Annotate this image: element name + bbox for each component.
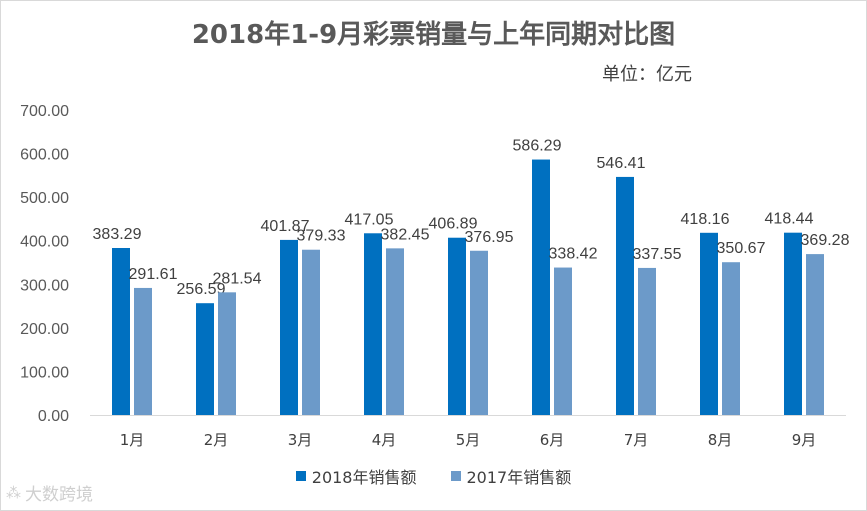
bar-2017 [134,287,152,415]
bar-2018 [364,233,382,415]
logo-icon: ⁂ [6,483,21,502]
bar-2017 [218,292,236,415]
data-label: 291.61 [129,266,178,283]
y-tick-label: 600.00 [20,147,69,164]
bar-2018 [448,237,466,415]
y-tick-label: 0.00 [38,408,69,425]
watermark-text: 大数跨境 [25,485,93,505]
y-tick-label: 500.00 [20,190,69,207]
data-label: 418.44 [765,211,814,228]
legend-swatch-2018 [295,471,306,481]
data-label: 401.87 [261,218,310,235]
y-tick-label: 400.00 [20,234,69,251]
bar-2017 [554,267,572,415]
data-label: 281.54 [213,270,262,287]
data-label: 350.67 [717,240,766,257]
data-label: 417.05 [345,211,394,228]
bar-2017 [638,267,656,415]
legend: 2018年销售额 2017年销售额 [0,464,867,488]
data-label: 418.16 [681,211,730,228]
watermark: ⁂ 大数跨境 [6,480,93,506]
data-label: 337.55 [633,246,682,263]
x-tick-label: 6月 [540,431,565,449]
data-label: 546.41 [597,155,646,172]
unit-label: 单位：亿元 [602,64,692,85]
x-tick-label: 2月 [204,431,229,449]
bar-2018 [616,176,634,415]
legend-label-2018: 2018年销售额 [311,468,417,487]
data-label: 376.95 [465,229,514,246]
data-label: 586.29 [513,138,562,155]
x-tick-label: 9月 [792,431,817,449]
bar-2017 [722,262,740,415]
data-label: 383.29 [93,226,142,243]
y-tick-label: 100.00 [20,364,69,381]
x-tick-label: 3月 [288,431,313,449]
chart-title: 2018年1-9月彩票销量与上年同期对比图 [191,20,676,50]
bar-2018 [700,232,718,415]
bar-2018 [112,247,130,415]
legend-item-2017: 2017年销售额 [450,464,572,488]
data-label: 382.45 [381,226,430,243]
bar-2018 [532,159,550,415]
data-label: 379.33 [297,228,346,245]
y-tick-label: 300.00 [20,277,69,294]
x-tick-label: 5月 [456,431,481,449]
bar-2018 [280,239,298,415]
x-tick-label: 8月 [708,431,733,449]
data-label: 369.28 [801,232,850,249]
bar-2017 [386,248,404,415]
data-label: 256.59 [177,281,226,298]
y-tick-label: 200.00 [20,321,69,338]
legend-swatch-2017 [450,471,461,481]
legend-item-2018: 2018年销售额 [295,464,417,488]
data-label: 338.42 [549,246,598,263]
bar-2017 [302,249,320,415]
bar-2017 [470,250,488,415]
x-tick-label: 1月 [120,431,145,449]
legend-label-2017: 2017年销售额 [466,468,572,487]
bar-2017 [806,254,824,415]
x-tick-label: 4月 [372,431,397,449]
data-label: 406.89 [429,216,478,233]
bar-2018 [196,303,214,415]
bar-2018 [784,232,802,415]
x-tick-label: 7月 [624,431,649,449]
y-tick-label: 700.00 [20,103,69,120]
